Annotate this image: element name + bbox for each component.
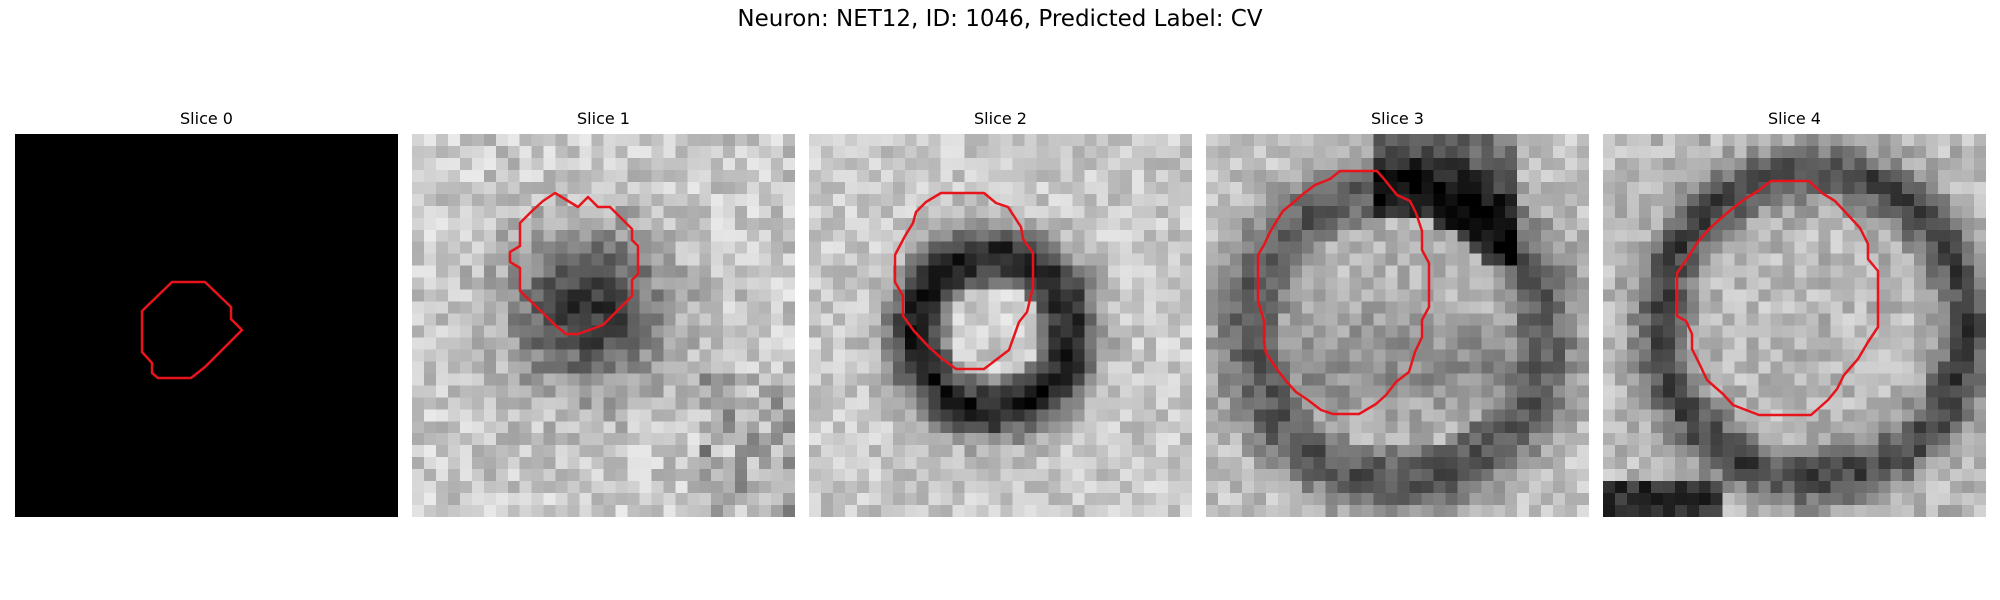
slice-title-1: Slice 1 — [577, 109, 630, 128]
slice-panel-4: Slice 4 — [1603, 108, 1986, 517]
slice-panel-2: Slice 2 — [809, 108, 1192, 517]
slice-panel-3: Slice 3 — [1206, 108, 1589, 517]
slice-image-0 — [15, 134, 398, 517]
slice-image-1 — [412, 134, 795, 517]
slice-panel-0: Slice 0 — [15, 108, 398, 517]
cell-outline-0 — [140, 280, 244, 380]
slice-title-2: Slice 2 — [974, 109, 1027, 128]
slice-image-3 — [1206, 134, 1589, 517]
slice-panel-1: Slice 1 — [412, 108, 795, 517]
cell-outline-2 — [893, 191, 1035, 371]
slice-title-0: Slice 0 — [180, 109, 233, 128]
cell-outline-1 — [508, 191, 640, 336]
figure-title: Neuron: NET12, ID: 1046, Predicted Label… — [737, 6, 1263, 32]
slice-image-4 — [1603, 134, 1986, 517]
cell-outline-4 — [1675, 179, 1880, 417]
cell-outline-3 — [1256, 169, 1431, 416]
slice-image-2 — [809, 134, 1192, 517]
slice-title-3: Slice 3 — [1371, 109, 1424, 128]
slice-title-4: Slice 4 — [1768, 109, 1821, 128]
